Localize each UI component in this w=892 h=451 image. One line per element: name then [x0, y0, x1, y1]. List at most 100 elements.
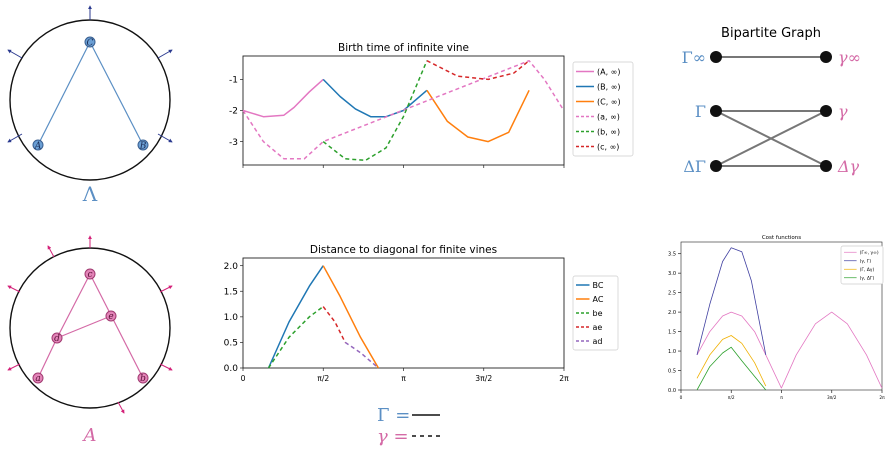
lambda-edge-cb	[89, 41, 144, 146]
bipartite-label-right-1: γ∞	[838, 48, 861, 67]
bipartite-node-right-3	[820, 160, 832, 172]
x-tick-label: π	[401, 374, 406, 383]
y-tick-label: 1.0	[224, 313, 239, 323]
legend-label-4: (a, ∞)	[597, 112, 620, 121]
series-line-6	[426, 60, 530, 81]
series-line-1	[242, 78, 324, 118]
series-line-3	[267, 305, 324, 369]
x-tick-label: 2π	[879, 395, 885, 401]
a-node-a-label: a	[35, 374, 40, 384]
bipartite-label-left-3: ΔΓ	[683, 157, 706, 176]
a-arrow-b	[117, 401, 125, 414]
a-node-d-label: d	[54, 334, 60, 344]
y-tick-label: 3.5	[668, 251, 676, 257]
y-tick-label: 1.5	[668, 329, 676, 335]
a-edge-cb	[89, 273, 144, 379]
bipartite-node-left-3	[710, 160, 722, 172]
bipartite-node-left-1	[710, 51, 722, 63]
y-tick-label: 0.5	[668, 368, 676, 374]
bipartite-label-right-2: γ	[838, 102, 848, 121]
y-tick-label: 2.0	[668, 310, 676, 316]
x-tick-label: 3π/2	[475, 374, 492, 383]
series-line-2	[322, 265, 380, 369]
x-tick-label: π	[780, 396, 783, 401]
legend-label-1: (A, ∞)	[597, 67, 620, 76]
legend-label-2: AC	[593, 295, 604, 304]
y-tick-label: -3	[229, 138, 238, 148]
a-node-c	[84, 268, 96, 280]
x-tick-label: 0	[680, 395, 683, 401]
x-tick-label: 3π/2	[827, 395, 837, 401]
series-line-4	[696, 346, 767, 391]
legend-label-6: (c, ∞)	[597, 142, 619, 151]
line-style-legend: Γ = γ =	[377, 405, 440, 447]
series-line-3	[696, 335, 767, 387]
lambda-node-a	[32, 139, 44, 151]
series-line-4	[242, 59, 565, 160]
lambda-caption: Λ	[82, 182, 98, 206]
bipartite-label-left-2: Γ	[695, 102, 706, 121]
series-line-5	[322, 60, 428, 162]
a-node-e	[105, 310, 117, 322]
y-tick-label: 0.5	[224, 339, 238, 349]
a-arrow-r2	[159, 363, 173, 371]
bipartite-graph: Bipartite Graph Γ∞ Γ ΔΓ γ∞ γ Δγ	[682, 26, 861, 176]
y-tick-label: 1.0	[668, 349, 676, 355]
series-line-1	[267, 265, 324, 369]
legend-label-2: (B, ∞)	[597, 82, 620, 91]
chart-title: Distance to diagonal for finite vines	[310, 244, 497, 256]
bipartite-node-right-2	[820, 105, 832, 117]
legend-label-3: (Γ, Δγ)	[860, 267, 875, 273]
bipartite-edge-3	[715, 110, 827, 167]
a-edges-left	[37, 273, 91, 379]
y-tick-label: 3.0	[668, 271, 676, 277]
chart-birth-time: Birth time of infinite vine -1 -2 -3 (A, ∞) (…	[229, 42, 634, 168]
series-line-5	[344, 341, 379, 369]
legend-label-4: (γ, ΔΓ)	[860, 275, 875, 281]
legend-label-2: (γ, Γ)	[860, 258, 872, 264]
series-line-4	[322, 306, 346, 343]
a-caption: A	[82, 425, 97, 446]
legend-label-3: be	[593, 309, 603, 318]
series-line-2	[322, 78, 428, 118]
legend-box	[572, 61, 634, 157]
plot-frame	[242, 257, 565, 369]
lambda-node-c-label: C	[87, 39, 94, 49]
bipartite-label-left-1: Γ∞	[682, 48, 706, 67]
lambda-arrow-ur	[157, 49, 173, 59]
a-arrow-t1	[47, 245, 55, 258]
y-tick-label: 1.5	[224, 287, 238, 297]
y-tick-label: 0.0	[668, 388, 676, 394]
y-tick-label: -1	[229, 76, 238, 86]
lambda-node-b	[137, 139, 149, 151]
legend-label-3: (C, ∞)	[597, 97, 621, 106]
lambda-node-c	[84, 36, 96, 48]
bipartite-label-right-3: Δγ	[837, 157, 860, 176]
legend-label-5: ad	[593, 337, 603, 346]
bipartite-title: Bipartite Graph	[721, 26, 821, 41]
lambda-arrow-lr	[157, 133, 173, 143]
chart-title: Birth time of infinite vine	[338, 42, 469, 54]
legend-label-5: (b, ∞)	[597, 127, 620, 136]
lambda-edge-ca	[37, 41, 91, 146]
y-tick-label: -2	[229, 107, 238, 117]
chart-distance-diagonal: Distance to diagonal for finite vines 2.0…	[224, 244, 619, 383]
bipartite-node-right-1	[820, 51, 832, 63]
series-line-2	[696, 247, 767, 355]
legend-gamma-lower: γ =	[377, 426, 409, 447]
x-tick-label: π/2	[317, 374, 329, 383]
a-node-c-label: c	[87, 270, 92, 280]
lambda-arrow-ll	[7, 133, 23, 143]
lambda-arrow-ul	[7, 49, 23, 59]
chart-cost-functions: Cost functions 3.5 3.0 2.5 2.0 1.5 1.0 0.5 0.0 0 π…	[668, 235, 885, 401]
a-node-b-label: b	[140, 374, 146, 384]
chart-title: Cost functions	[762, 235, 801, 241]
a-diagram: c e d a b A	[7, 235, 173, 446]
x-tick-label: π/2	[728, 395, 735, 401]
a-node-e-label: e	[108, 312, 113, 322]
y-tick-label: 2.0	[224, 262, 239, 272]
y-tick-label: 2.5	[668, 290, 676, 296]
a-edge-de	[56, 315, 112, 339]
series-line-3	[426, 89, 530, 143]
